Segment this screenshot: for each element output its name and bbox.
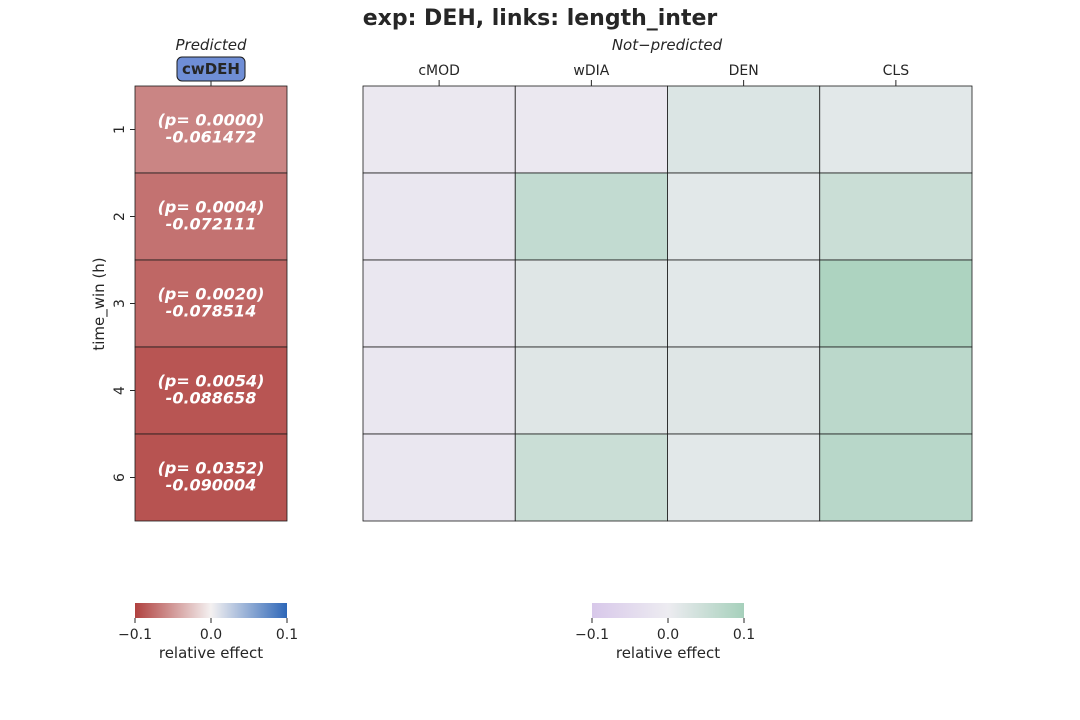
not-predicted-cell bbox=[819, 346, 973, 435]
not-predicted-cell bbox=[514, 259, 668, 348]
predicted-cell bbox=[134, 346, 288, 435]
predicted-colorbar-bar bbox=[135, 603, 287, 618]
not-predicted-cell bbox=[667, 172, 821, 261]
chart-title: exp: DEH, links: length_inter bbox=[363, 6, 718, 31]
not-predicted-cell bbox=[819, 172, 973, 261]
y-tick-labels: 1 2 3 4 6 bbox=[112, 125, 135, 482]
predicted-cell-label: -0.072111 bbox=[166, 215, 257, 234]
not-predicted-cell bbox=[819, 433, 973, 522]
not-predicted-cell bbox=[362, 259, 516, 348]
predicted-cell-label: (p= 0.0004) bbox=[158, 198, 265, 217]
predicted-cell-label: -0.090004 bbox=[166, 476, 257, 495]
y-tick-label: 6 bbox=[112, 473, 128, 482]
not-predicted-cell bbox=[667, 346, 821, 435]
x-tick-label: DEN bbox=[729, 63, 759, 79]
predicted-colorbar-tick-label: 0.0 bbox=[200, 627, 222, 643]
predicted-column-label: cwDEH bbox=[182, 60, 240, 78]
not-predicted-heatmap: cMOD wDIA DEN CLS bbox=[362, 63, 973, 522]
y-tick-label: 3 bbox=[112, 299, 128, 308]
predicted-header: Predicted bbox=[175, 36, 246, 54]
y-axis-label: time_win (h) bbox=[90, 257, 109, 350]
y-tick-label: 1 bbox=[112, 125, 128, 134]
x-tick-label: wDIA bbox=[573, 63, 609, 79]
y-tick-label: 2 bbox=[112, 212, 128, 221]
not-predicted-cell bbox=[514, 172, 668, 261]
predicted-cell-label: (p= 0.0352) bbox=[158, 459, 265, 478]
not-predicted-cell bbox=[667, 259, 821, 348]
predicted-cell-label: -0.078514 bbox=[166, 302, 257, 321]
not-predicted-cell bbox=[667, 85, 821, 174]
not-predicted-header: Not−predicted bbox=[612, 36, 723, 54]
not-predicted-colorbar-tick-label: 0.1 bbox=[733, 627, 755, 643]
predicted-colorbar-tick-label: 0.1 bbox=[276, 627, 298, 643]
not-predicted-cell bbox=[362, 85, 516, 174]
not-predicted-colorbar-tick-label: −0.1 bbox=[575, 627, 609, 643]
not-predicted-colorbar-label: relative effect bbox=[616, 644, 720, 662]
not-predicted-colorbar: −0.1 0.0 0.1 relative effect bbox=[575, 603, 755, 662]
predicted-colorbar: −0.1 0.0 0.1 relative effect bbox=[118, 603, 298, 662]
predicted-cell-label: (p= 0.0000) bbox=[158, 111, 265, 130]
predicted-cell-label: -0.088658 bbox=[166, 389, 257, 408]
predicted-cell-label: -0.061472 bbox=[166, 128, 257, 147]
not-predicted-colorbar-tick-label: 0.0 bbox=[657, 627, 679, 643]
not-predicted-cell bbox=[667, 433, 821, 522]
x-tick-label: CLS bbox=[883, 63, 910, 79]
x-tick-label: cMOD bbox=[418, 63, 460, 79]
predicted-cell bbox=[134, 85, 288, 174]
not-predicted-cell bbox=[362, 433, 516, 522]
predicted-cell bbox=[134, 433, 288, 522]
not-predicted-cell bbox=[362, 172, 516, 261]
not-predicted-cell bbox=[819, 259, 973, 348]
not-predicted-cell bbox=[362, 346, 516, 435]
not-predicted-cell bbox=[514, 346, 668, 435]
not-predicted-colorbar-bar bbox=[592, 603, 744, 618]
not-predicted-cell bbox=[819, 85, 973, 174]
predicted-heatmap: (p= 0.0000)-0.061472 (p= 0.0004)-0.072111… bbox=[134, 56, 288, 522]
not-predicted-cell bbox=[514, 85, 668, 174]
predicted-cell-label: (p= 0.0020) bbox=[158, 285, 265, 304]
predicted-colorbar-tick-label: −0.1 bbox=[118, 627, 152, 643]
predicted-cell-label: (p= 0.0054) bbox=[158, 372, 265, 391]
y-tick-label: 4 bbox=[112, 386, 128, 395]
predicted-colorbar-label: relative effect bbox=[159, 644, 263, 662]
not-predicted-cell bbox=[514, 433, 668, 522]
predicted-cell bbox=[134, 259, 288, 348]
